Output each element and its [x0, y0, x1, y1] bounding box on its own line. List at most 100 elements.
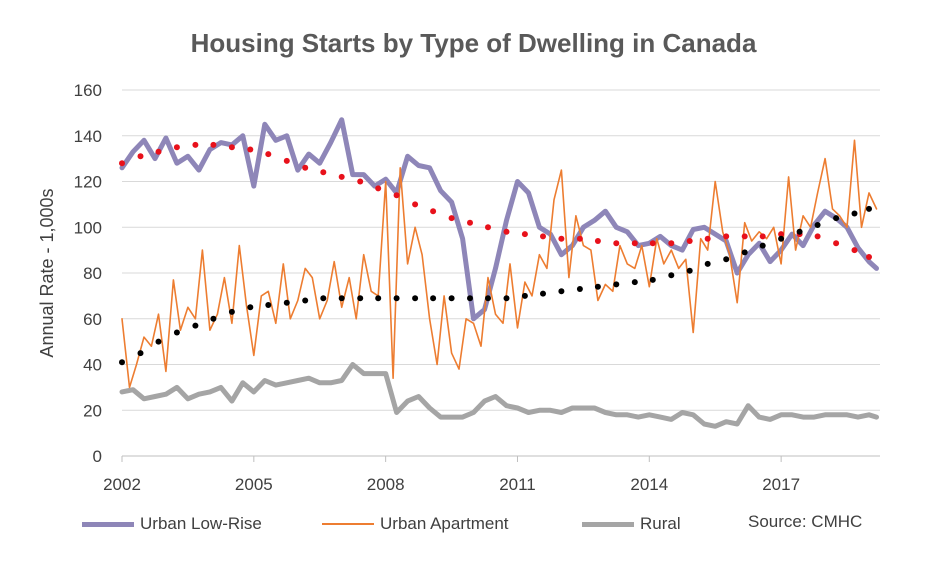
legend-label-rural: Rural — [640, 514, 681, 533]
series-trend-black-point-21 — [503, 295, 510, 302]
series-trend-black-point-35 — [759, 242, 766, 249]
y-tick-label-80: 80 — [83, 264, 102, 283]
series-trend-black-point-14 — [375, 295, 382, 302]
series-trend-red-point-27 — [613, 240, 620, 247]
series-rural-line — [119, 362, 879, 429]
series-trend-black-point-34 — [741, 249, 748, 256]
series-trend-red-point-17 — [430, 208, 437, 215]
y-tick-label-100: 100 — [74, 218, 102, 237]
y-tick-label-0: 0 — [93, 447, 102, 466]
legend-item-rural: Rural — [582, 510, 681, 538]
series-trend-red-point-4 — [192, 141, 199, 148]
series-trend-red-point-6 — [228, 144, 235, 151]
series-trend-red-point-14 — [375, 185, 382, 192]
series-trend-red-point-19 — [467, 219, 473, 226]
series-trend-black-point-13 — [357, 295, 364, 302]
series-trend-red-point-5 — [210, 141, 217, 148]
series-trend-red-point-13 — [357, 178, 364, 185]
series-trend-red-point-3 — [173, 144, 180, 151]
series-trend-red-point-11 — [320, 169, 327, 176]
series-trend-black-point-41 — [866, 205, 872, 212]
series-trend-red-point-16 — [412, 201, 419, 208]
y-tick-label-140: 140 — [74, 127, 102, 146]
series-trend-red-point-9 — [283, 157, 290, 164]
x-tick-label-2008: 2008 — [367, 475, 405, 494]
series-trend-black-point-36 — [778, 235, 785, 242]
series-trend-red-point-38 — [814, 233, 821, 240]
chart-title: Housing Starts by Type of Dwelling in Ca… — [190, 28, 757, 58]
series-trend-red-point-40 — [851, 247, 858, 254]
series-trend-black-point-2 — [155, 338, 162, 345]
series-trend-red-point-2 — [155, 148, 162, 155]
y-axis-title: Annual Rate - 1,000s — [37, 188, 57, 357]
series-trend-black-point-37 — [796, 228, 803, 235]
series-trend-red-point-20 — [485, 224, 491, 231]
y-tick-label-40: 40 — [83, 356, 102, 375]
source-note: Source: CMHC — [748, 512, 863, 531]
series-trend-red-point-1 — [137, 153, 144, 160]
legend: Urban Low-Rise Urban Apartment Rural — [82, 510, 922, 538]
series-trend-black-point-24 — [558, 288, 565, 295]
series-trend-black-point-23 — [540, 290, 546, 297]
series-trend-red-point-26 — [594, 238, 601, 244]
x-tick-label-2017: 2017 — [762, 475, 800, 494]
series-trend-red-point-0 — [119, 160, 125, 167]
series-trend-black-point-22 — [521, 292, 528, 299]
series-trend-red-point-33 — [723, 233, 730, 240]
legend-item-urban-apartment: Urban Apartment — [322, 510, 509, 538]
legend-label-urban-low-rise: Urban Low-Rise — [140, 514, 262, 533]
legend-swatch-urban-low-rise — [82, 521, 134, 527]
series-trend-black-point-17 — [430, 295, 437, 302]
legend-label-urban-apartment: Urban Apartment — [380, 514, 509, 533]
series-urban-low-rise-line — [119, 117, 879, 322]
series-trend-black-point-40 — [851, 210, 858, 217]
y-tick-label-20: 20 — [83, 401, 102, 420]
series-trend-red-point-25 — [576, 235, 583, 242]
series-trend-black-point-4 — [192, 322, 199, 329]
series-trend-red-point-35 — [759, 233, 766, 240]
series-trend-black-point-18 — [448, 295, 455, 302]
series-trend-red-point-23 — [540, 233, 546, 240]
series-trend-black-point-3 — [173, 329, 180, 336]
series-trend-black-point-19 — [467, 295, 473, 302]
series-trend-black-point-33 — [723, 256, 730, 263]
series-trend-black-point-28 — [631, 279, 638, 286]
series-trend-red-point-8 — [265, 151, 272, 158]
series-trend-red-point-41 — [866, 254, 872, 260]
series-trend-red-point-32 — [704, 235, 711, 242]
series-trend-red-point-18 — [448, 215, 455, 222]
x-tick-label-2005: 2005 — [235, 475, 273, 494]
series-trend-black-point-20 — [485, 295, 491, 302]
series-trend-black-point-31 — [686, 267, 693, 274]
series-trend-red-point-28 — [631, 240, 638, 247]
series-trend-red-point-30 — [668, 240, 675, 247]
series-trend-red-point-21 — [503, 228, 510, 235]
series-trend-red-point-24 — [558, 235, 565, 242]
series-trend-black-point-12 — [338, 295, 345, 302]
legend-swatch-urban-apartment — [322, 523, 374, 525]
series-trend-black-point-27 — [613, 281, 620, 288]
series-trend-black-point-5 — [210, 315, 217, 322]
series-trend-black-point-1 — [137, 350, 144, 357]
series-trend-red-point-10 — [302, 164, 309, 171]
series-trend-red-point-15 — [393, 192, 400, 199]
series-trend-black-point-38 — [814, 222, 821, 228]
y-tick-label-160: 160 — [74, 81, 102, 100]
series-trend-black-point-32 — [704, 260, 711, 267]
series-trend-black-point-11 — [320, 295, 327, 302]
series-trend-black-point-10 — [302, 297, 309, 304]
legend-item-urban-low-rise: Urban Low-Rise — [82, 510, 262, 538]
series-trend-black-point-8 — [265, 302, 272, 308]
series-trend-black-point-25 — [576, 286, 583, 292]
series-trend-black-point-0 — [119, 359, 125, 366]
series-trend-red-point-22 — [521, 231, 528, 238]
series-trend-red-point-12 — [338, 173, 345, 180]
legend-swatch-rural — [582, 521, 634, 527]
series-urban-apartment-line — [121, 139, 878, 389]
series-trend-black-point-15 — [393, 295, 400, 302]
series-trend-black-point-16 — [412, 295, 419, 302]
y-tick-label-120: 120 — [74, 173, 102, 192]
series-trend-black-point-9 — [283, 299, 290, 306]
